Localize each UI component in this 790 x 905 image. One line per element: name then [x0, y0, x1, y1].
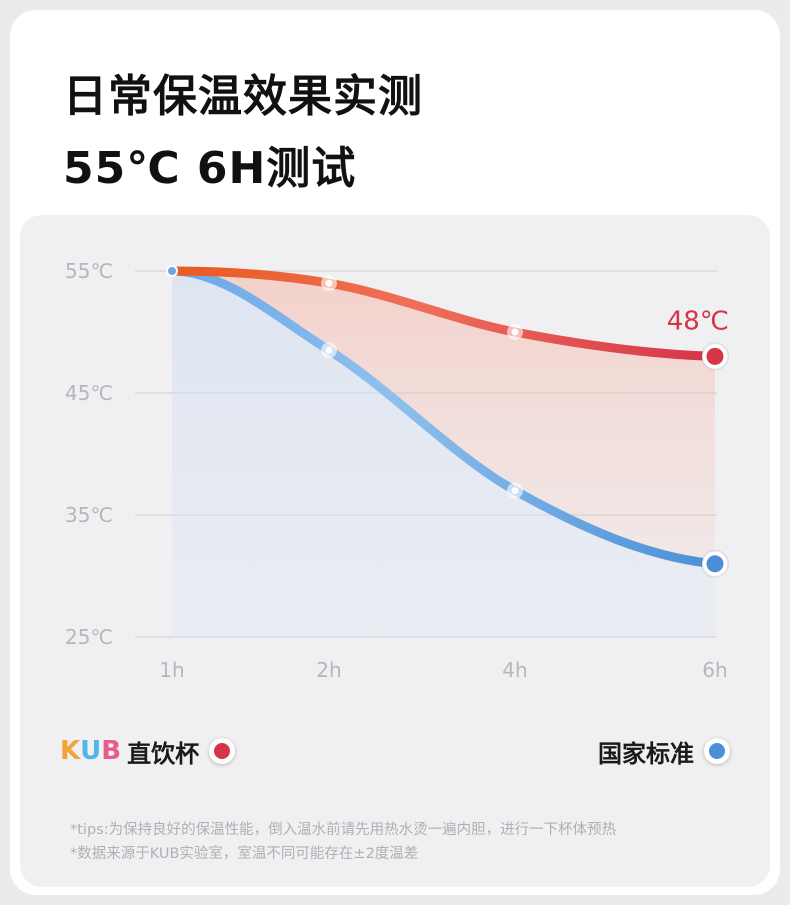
y-tick-label-3: 25℃: [65, 625, 113, 649]
title-line-2: 55℃ 6H测试: [63, 143, 357, 194]
kub-logo-letter-2: B: [101, 736, 122, 766]
x-tick-label-3: 6h: [702, 658, 727, 682]
footnote-tips: *tips:为保持良好的保温性能，倒入温水前请先用热水烫一遍内胆，进行一下杯体预…: [70, 822, 617, 838]
x-tick-label-1: 2h: [316, 658, 341, 682]
line-standard: [167, 266, 720, 569]
page: 日常保温效果实测 55℃ 6H测试: [10, 10, 780, 895]
kub-logo-letter-1: U: [80, 736, 102, 766]
point-layer: [166, 265, 729, 578]
point-standard-1: [325, 346, 333, 354]
label-layer: 55℃ 45℃ 35℃ 25℃ 1h 2h 4h 6h 48℃: [65, 259, 729, 682]
kub-logo-letter-0: K: [60, 736, 81, 766]
legend-dot-kub: [209, 738, 236, 764]
line-layer: [167, 266, 720, 569]
point-standard-0: [168, 267, 176, 275]
point-standard-3: [706, 555, 724, 573]
title-line-1: 日常保温效果实测: [63, 71, 423, 122]
footnote-source: *数据来源于KUB实验室，室温不同可能存在±2度温差: [70, 846, 419, 862]
point-kub-3: [706, 347, 724, 365]
area-standard: [172, 271, 715, 637]
point-kub-1: [325, 279, 333, 287]
footnotes: *tips:为保持良好的保温性能，倒入温水前请先用热水烫一遍内胆，进行一下杯体预…: [70, 818, 616, 866]
legend-label-standard: 国家标准: [598, 739, 694, 768]
point-standard-2: [511, 487, 519, 495]
temperature-line-chart: 55℃ 45℃ 35℃ 25℃ 1h 2h 4h 6h 48℃: [65, 259, 729, 682]
end-value-label-kub: 48℃: [667, 306, 729, 336]
legend-standard: 国家标准: [598, 733, 730, 769]
y-tick-label-2: 35℃: [65, 503, 113, 527]
y-tick-label-1: 45℃: [65, 381, 113, 405]
y-tick-label-0: 55℃: [65, 259, 113, 283]
x-tick-label-2: 4h: [502, 658, 527, 682]
legend-dot-standard: [704, 738, 730, 764]
legend-label-kub: 直饮杯: [127, 739, 200, 768]
point-kub-2: [511, 328, 519, 336]
fill-layer: [172, 271, 715, 637]
line-kub: [167, 266, 720, 361]
x-tick-label-0: 1h: [159, 658, 184, 682]
